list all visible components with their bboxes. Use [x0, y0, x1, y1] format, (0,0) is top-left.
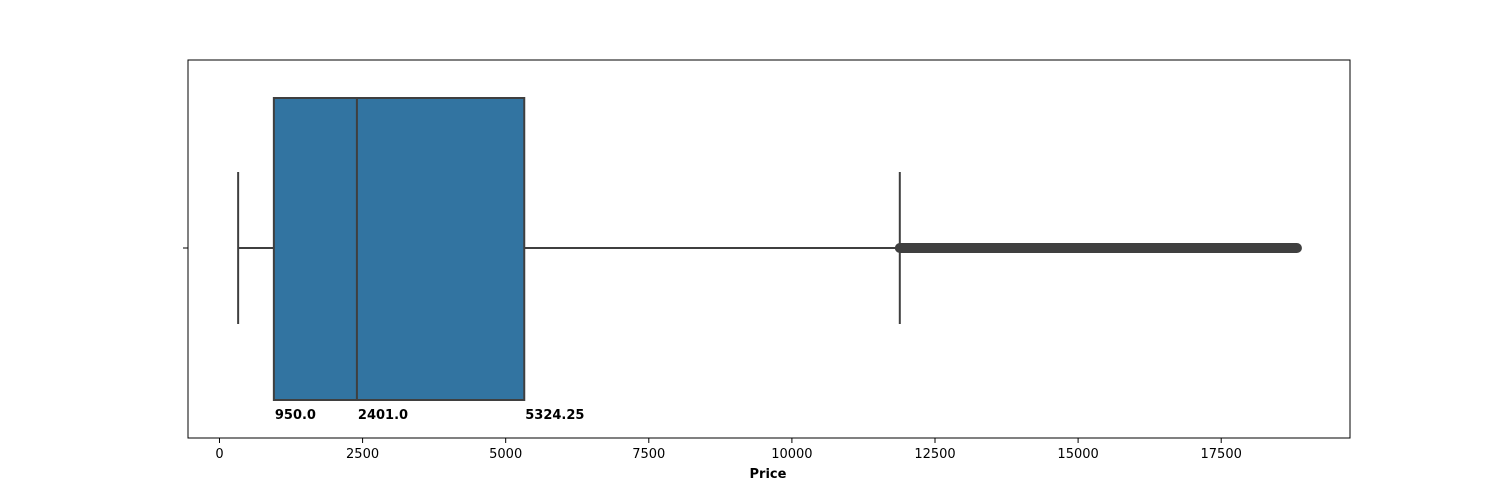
- value-annotations: 950.0 2401.0 5324.25: [275, 408, 585, 423]
- x-tick-label: 17500: [1201, 447, 1242, 462]
- x-tick-label: 10000: [771, 447, 812, 462]
- value-annotation: 2401.0: [358, 408, 408, 423]
- x-tick-label: 7500: [632, 447, 665, 462]
- x-tick-label: 15000: [1057, 447, 1098, 462]
- x-tick-label: 12500: [914, 447, 955, 462]
- plot-frame: [187, 59, 1351, 439]
- x-tick-label: 5000: [489, 447, 522, 462]
- x-tick-label: 2500: [346, 447, 379, 462]
- x-tick-label: 0: [215, 447, 223, 462]
- iqr-box: [272, 97, 526, 401]
- value-annotation: 5324.25: [525, 408, 584, 423]
- x-axis: 0 2500 5000 7500 10000 12500 15000 17500: [215, 438, 1242, 462]
- x-axis-label: Price: [750, 467, 787, 482]
- value-annotation: 950.0: [275, 408, 316, 423]
- chart-marks: [237, 97, 1302, 401]
